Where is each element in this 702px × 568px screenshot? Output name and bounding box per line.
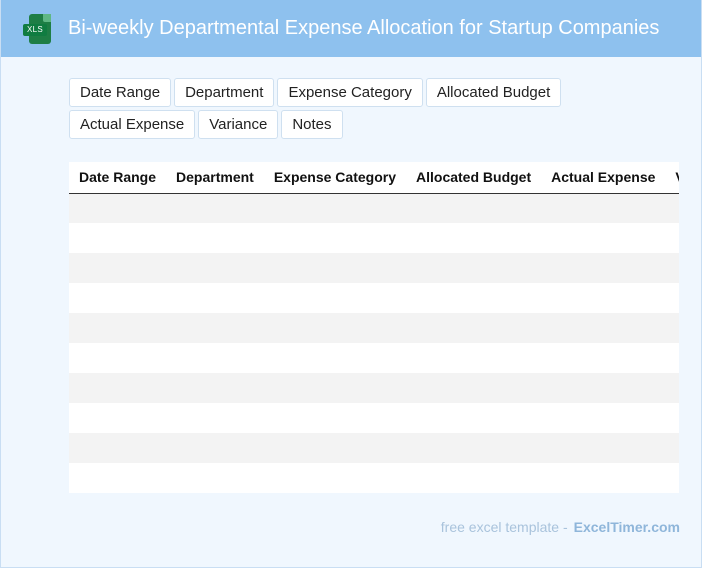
table-cell[interactable] xyxy=(69,373,167,403)
table-cell[interactable] xyxy=(541,253,666,283)
table-cell[interactable] xyxy=(541,343,666,373)
table-cell[interactable] xyxy=(406,193,542,223)
table-row xyxy=(69,313,679,343)
table-row xyxy=(69,433,679,463)
column-header-variance[interactable]: Variance xyxy=(665,162,679,194)
table-cell[interactable] xyxy=(406,313,542,343)
footer-credit: free excel template - ExcelTimer.com xyxy=(441,519,680,535)
table-cell[interactable] xyxy=(665,253,679,283)
table-row xyxy=(69,463,679,493)
table-cell[interactable] xyxy=(541,283,666,313)
column-header-date-range[interactable]: Date Range xyxy=(69,162,167,194)
table-cell[interactable] xyxy=(406,253,542,283)
table-cell[interactable] xyxy=(166,463,264,493)
table-header-row: Date Range Department Expense Category Allo… xyxy=(69,162,679,194)
table-cell[interactable] xyxy=(166,343,264,373)
table-cell[interactable] xyxy=(406,283,542,313)
table-cell[interactable] xyxy=(665,403,679,433)
table-cell[interactable] xyxy=(263,403,406,433)
xls-icon-label: XLS xyxy=(23,23,47,36)
table-cell[interactable] xyxy=(166,313,264,343)
table-row xyxy=(69,193,679,223)
table-row xyxy=(69,253,679,283)
page-title: Bi-weekly Departmental Expense Allocatio… xyxy=(68,17,660,39)
field-chip-allocated-budget[interactable]: Allocated Budget xyxy=(425,78,562,107)
table-cell[interactable] xyxy=(166,223,264,253)
xls-file-icon: XLS xyxy=(23,13,51,44)
column-header-allocated-budget[interactable]: Allocated Budget xyxy=(406,162,542,194)
table-cell[interactable] xyxy=(166,283,264,313)
table-cell[interactable] xyxy=(406,343,542,373)
table-cell[interactable] xyxy=(263,373,406,403)
table-cell[interactable] xyxy=(263,463,406,493)
table-cell[interactable] xyxy=(263,343,406,373)
table-cell[interactable] xyxy=(69,463,167,493)
field-chip-date-range[interactable]: Date Range xyxy=(69,78,172,107)
table-cell[interactable] xyxy=(541,403,666,433)
table-cell[interactable] xyxy=(406,223,542,253)
table-cell[interactable] xyxy=(541,433,666,463)
field-chip-list: Date Range Department Expense Category Allo… xyxy=(69,78,681,139)
column-header-department[interactable]: Department xyxy=(166,162,264,194)
table-cell[interactable] xyxy=(69,193,167,223)
table-row xyxy=(69,223,679,253)
field-chip-notes[interactable]: Notes xyxy=(281,110,343,139)
table-row xyxy=(69,403,679,433)
field-chip-actual-expense[interactable]: Actual Expense xyxy=(69,110,196,139)
table-cell[interactable] xyxy=(263,253,406,283)
table-cell[interactable] xyxy=(406,373,542,403)
table-cell[interactable] xyxy=(166,193,264,223)
table-row xyxy=(69,373,679,403)
column-header-actual-expense[interactable]: Actual Expense xyxy=(541,162,666,194)
table-cell[interactable] xyxy=(665,283,679,313)
header-bar: XLS Bi-weekly Departmental Expense Alloc… xyxy=(1,0,701,57)
table-cell[interactable] xyxy=(406,403,542,433)
table-cell[interactable] xyxy=(69,313,167,343)
table-cell[interactable] xyxy=(541,373,666,403)
table-cell[interactable] xyxy=(665,343,679,373)
field-chip-variance[interactable]: Variance xyxy=(198,110,279,139)
table-cell[interactable] xyxy=(69,403,167,433)
table-cell[interactable] xyxy=(406,463,542,493)
table-cell[interactable] xyxy=(665,193,679,223)
field-chip-department[interactable]: Department xyxy=(174,78,275,107)
footer-brand-link[interactable]: ExcelTimer.com xyxy=(573,519,680,535)
table-row xyxy=(69,283,679,313)
table-cell[interactable] xyxy=(166,433,264,463)
table-cell[interactable] xyxy=(541,193,666,223)
table-row xyxy=(69,343,679,373)
data-table: Date Range Department Expense Category Allo… xyxy=(69,162,679,493)
table-cell[interactable] xyxy=(541,223,666,253)
table-cell[interactable] xyxy=(69,223,167,253)
table-cell[interactable] xyxy=(69,343,167,373)
table-cell[interactable] xyxy=(406,433,542,463)
table-cell[interactable] xyxy=(69,283,167,313)
table-cell[interactable] xyxy=(665,433,679,463)
table-cell[interactable] xyxy=(541,313,666,343)
table-cell[interactable] xyxy=(541,463,666,493)
column-header-expense-category[interactable]: Expense Category xyxy=(263,162,406,194)
table-cell[interactable] xyxy=(263,193,406,223)
table-cell[interactable] xyxy=(263,283,406,313)
table-cell[interactable] xyxy=(665,223,679,253)
table-cell[interactable] xyxy=(665,313,679,343)
table-cell[interactable] xyxy=(166,403,264,433)
field-chip-expense-category[interactable]: Expense Category xyxy=(277,78,423,107)
xls-fold-shape xyxy=(43,13,51,22)
table-cell[interactable] xyxy=(166,373,264,403)
table-cell[interactable] xyxy=(665,463,679,493)
table-cell[interactable] xyxy=(69,433,167,463)
table-cell[interactable] xyxy=(263,223,406,253)
table-cell[interactable] xyxy=(166,253,264,283)
data-table-container[interactable]: Date Range Department Expense Category Allo… xyxy=(69,162,679,493)
table-cell[interactable] xyxy=(69,253,167,283)
table-cell[interactable] xyxy=(263,313,406,343)
table-cell[interactable] xyxy=(263,433,406,463)
table-body xyxy=(69,193,679,493)
footer-free-text: free excel template - xyxy=(440,519,568,535)
table-cell[interactable] xyxy=(665,373,679,403)
